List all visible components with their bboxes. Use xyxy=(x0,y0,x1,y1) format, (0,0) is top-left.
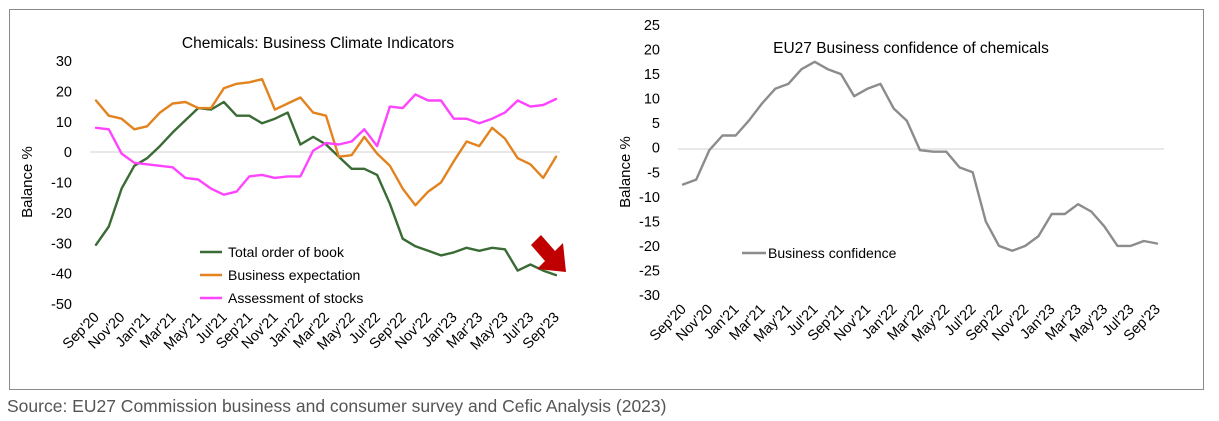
right-x-ticks: Sep'20Nov'20Jan'21Mar'21May'21Jul'21Sep'… xyxy=(647,302,1164,346)
series-line-business-confidence xyxy=(681,60,1159,253)
left-chart: Chemicals: Business Climate Indicators B… xyxy=(19,35,566,354)
left-x-ticks: Sep'20Nov'20Jan'21Mar'21May'21Jul'21Sep'… xyxy=(60,310,563,354)
red-down-arrow-icon xyxy=(531,235,566,272)
y-tick-label: 20 xyxy=(644,43,660,59)
y-tick-label: -50 xyxy=(51,297,72,313)
y-tick-label: -40 xyxy=(51,267,72,283)
y-tick-label: 20 xyxy=(56,84,72,100)
y-tick-label: -15 xyxy=(639,214,660,230)
y-tick-label: -30 xyxy=(639,288,660,304)
right-series-lines xyxy=(681,60,1159,253)
y-tick-label: -20 xyxy=(639,239,660,255)
legend-label-business-expectation: Business expectation xyxy=(228,267,360,283)
y-tick-label: 25 xyxy=(644,18,660,34)
legend-label-assessment-stocks: Assessment of stocks xyxy=(228,290,363,306)
y-tick-label: -30 xyxy=(51,236,72,252)
right-y-ticks: 25 20 15 10 5 0 -5 -10 -15 -20 -25 -30 xyxy=(639,18,660,304)
y-tick-label: -20 xyxy=(51,206,72,222)
right-legend: Business confidence xyxy=(742,245,897,261)
y-tick-label: 10 xyxy=(56,115,72,131)
series-line-business-expectation xyxy=(94,77,558,207)
source-note: Source: EU27 Commission business and con… xyxy=(7,396,667,416)
right-chart: EU27 Business confidence of chemicals Ba… xyxy=(617,18,1164,346)
series-line-assessment-of-stocks xyxy=(94,93,558,196)
left-y-ticks: 30 20 10 0 -10 -20 -30 -40 -50 xyxy=(51,54,72,313)
figure-frame xyxy=(9,9,1204,390)
y-tick-label: 0 xyxy=(652,141,660,157)
left-series-lines xyxy=(94,77,558,277)
y-tick-label: -25 xyxy=(639,264,660,280)
left-legend: Total order of book Business expectation… xyxy=(200,244,363,306)
series-line-total-order-of-book xyxy=(94,100,558,277)
y-tick-label: 15 xyxy=(644,67,660,83)
right-chart-title: EU27 Business confidence of chemicals xyxy=(773,40,1049,57)
y-tick-label: -5 xyxy=(647,165,660,181)
y-tick-label: 30 xyxy=(56,54,72,70)
y-tick-label: -10 xyxy=(639,190,660,206)
legend-label-total-order: Total order of book xyxy=(228,244,345,260)
left-chart-title: Chemicals: Business Climate Indicators xyxy=(182,35,454,52)
y-tick-label: 0 xyxy=(64,145,72,161)
y-tick-label: -10 xyxy=(51,176,72,192)
left-y-axis-label: Balance % xyxy=(19,146,36,218)
right-y-axis-label: Balance % xyxy=(617,136,634,208)
legend-label-business-confidence: Business confidence xyxy=(768,245,897,261)
y-tick-label: 10 xyxy=(644,92,660,108)
y-tick-label: 5 xyxy=(652,116,660,132)
